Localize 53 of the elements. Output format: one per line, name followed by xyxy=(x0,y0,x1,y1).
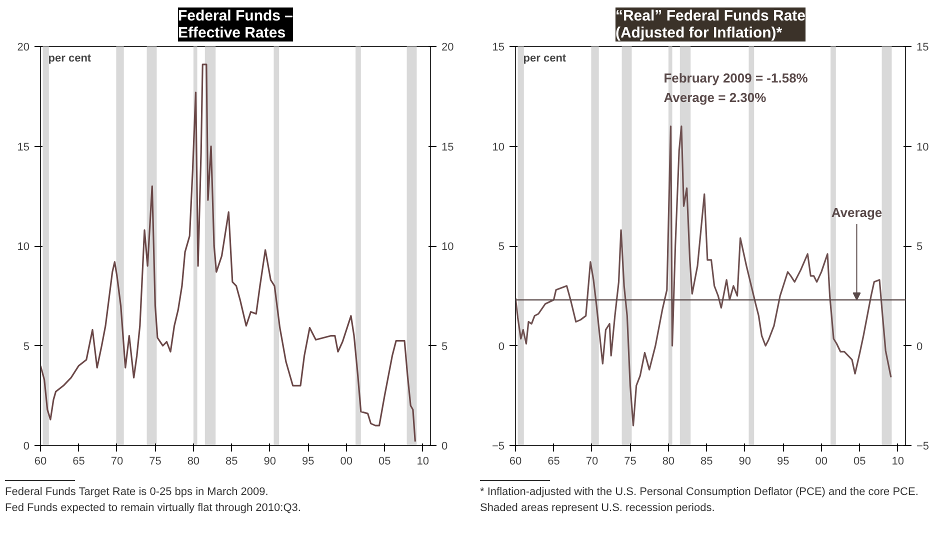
x-tick-label: 00 xyxy=(815,456,828,468)
x-tick-label: 90 xyxy=(738,456,752,468)
y-tick-label: 20 xyxy=(17,42,30,54)
text: Federal Funds Target Rate is 0-25 bps in March 2009. xyxy=(5,486,268,498)
y2-tick-label: 15 xyxy=(916,42,929,54)
y-tick-label: 15 xyxy=(17,141,30,154)
y-tick-label: 10 xyxy=(17,241,30,253)
y-tick-label: 5 xyxy=(498,241,505,253)
y2-tick-label: 0 xyxy=(916,340,923,353)
x-tick-label: 75 xyxy=(149,456,162,468)
y2-tick-label: 0 xyxy=(442,440,448,452)
y-tick-label: 15 xyxy=(492,42,505,54)
x-tick-label: 80 xyxy=(187,456,200,468)
x-tick-label: 75 xyxy=(624,456,636,468)
y2-tick-label: 10 xyxy=(916,141,929,154)
chart-title: Federal Funds – Effective Rates xyxy=(178,8,294,42)
line-series xyxy=(516,126,892,426)
y-tick-label: −5 xyxy=(492,440,505,452)
x-tick-label: 85 xyxy=(226,456,238,468)
x-tick-label: 60 xyxy=(509,456,522,468)
x-tick-label: 95 xyxy=(777,456,790,468)
x-tick-label: 80 xyxy=(662,456,675,468)
x-tick-label: 10 xyxy=(892,456,904,468)
y-axis-title: per cent xyxy=(523,52,566,64)
x-tick-label: 65 xyxy=(72,456,85,468)
y2-tick-label: 5 xyxy=(916,241,923,253)
y2-tick-label: 5 xyxy=(442,340,448,353)
x-tick-label: 70 xyxy=(110,456,124,468)
y2-tick-label: 20 xyxy=(442,42,454,54)
x-tick-label: 05 xyxy=(854,456,866,468)
x-tick-label: 70 xyxy=(586,456,598,468)
line-series xyxy=(40,64,416,442)
y-tick-label: 10 xyxy=(492,141,505,154)
y2-tick-label: 15 xyxy=(442,141,454,154)
x-tick-label: 05 xyxy=(378,456,391,468)
x-tick-label: 95 xyxy=(302,456,314,468)
chart-title: “Real” Federal Funds Rate (Adjusted for Inflation)* xyxy=(615,8,806,42)
ref-line-label: Average xyxy=(831,205,882,220)
x-tick-label: 90 xyxy=(264,456,276,468)
y-tick-label: 0 xyxy=(498,340,505,353)
text: * Inflation-adjusted with the U.S. Personal Consumption Deflator (PCE) and the core PCE. Shaded areas represent U.S. recession periods. xyxy=(480,485,920,516)
x-tick-label: 00 xyxy=(340,456,353,468)
y-tick-label: 0 xyxy=(23,440,30,452)
y2-tick-label: −5 xyxy=(916,440,930,452)
text: February 2009 = -1.58% Average = 2.30% xyxy=(664,70,808,105)
y-tick-label: 5 xyxy=(23,340,30,353)
x-tick-label: 60 xyxy=(34,456,47,468)
x-tick-label: 85 xyxy=(700,456,713,468)
text: Fed Funds expected to remain virtually flat through 2010:Q3. xyxy=(5,502,301,514)
y-axis-title: per cent xyxy=(48,52,92,64)
x-tick-label: 65 xyxy=(548,456,560,468)
y2-tick-label: 10 xyxy=(442,241,454,253)
x-tick-label: 10 xyxy=(416,456,429,468)
